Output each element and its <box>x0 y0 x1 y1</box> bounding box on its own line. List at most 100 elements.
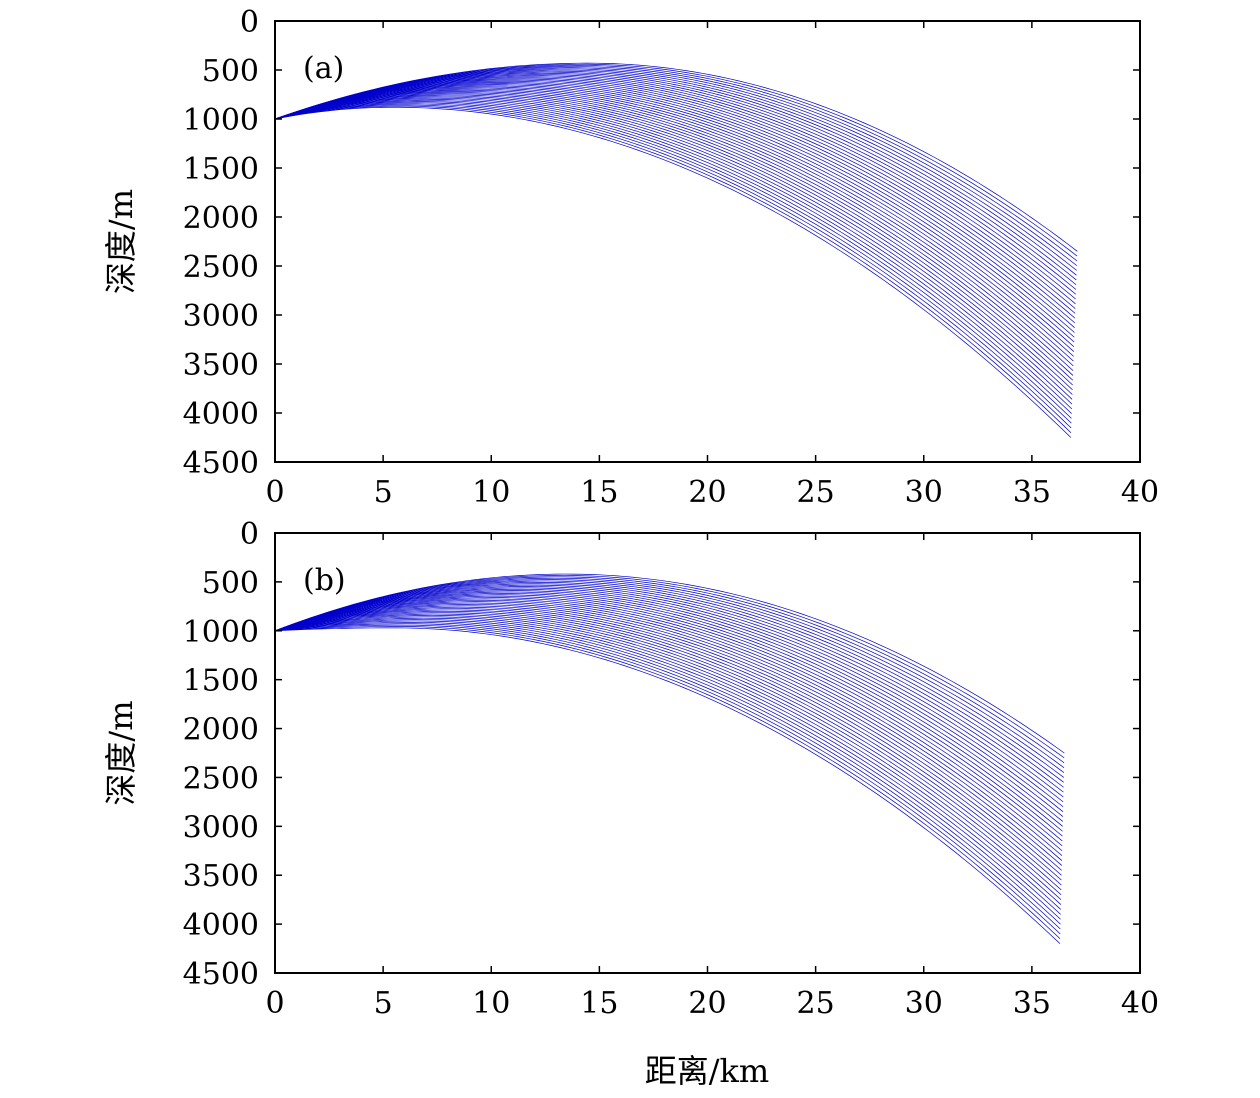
x-tick-label: 30 <box>905 986 943 1021</box>
ray-path <box>274 74 1076 300</box>
ray-path <box>274 91 1074 371</box>
y-axis-title-b: 深度/m <box>102 700 140 805</box>
ray-path <box>274 619 1061 915</box>
y-tick-label: 4000 <box>183 908 259 943</box>
y-tick-label: 2000 <box>183 201 259 236</box>
ray-path <box>274 605 1062 866</box>
ray-path <box>274 598 1063 842</box>
ray-path <box>274 615 1062 900</box>
ray-path <box>274 100 1073 410</box>
panel-label-b: (b) <box>303 563 346 598</box>
ray-path <box>274 101 1072 414</box>
y-axis-title-a: 深度/m <box>102 189 140 294</box>
y-tick-label: 1000 <box>183 615 259 650</box>
ray-path <box>274 608 1062 876</box>
ray-path <box>274 89 1074 367</box>
ray-path <box>274 627 1061 944</box>
ray-path <box>274 616 1062 905</box>
y-tick-label: 3500 <box>183 348 259 383</box>
ray-path <box>274 86 1075 352</box>
y-tick-label: 1500 <box>183 152 259 187</box>
ray-path <box>274 590 1064 812</box>
ray-path <box>274 102 1072 419</box>
y-tick-label: 0 <box>240 517 259 552</box>
ray-path <box>274 77 1076 314</box>
ray-path <box>274 106 1072 438</box>
x-tick-label: 40 <box>1121 986 1159 1021</box>
ray-path <box>274 580 1064 778</box>
ray-path <box>274 575 1065 759</box>
ray-fan-a <box>274 62 1078 438</box>
x-tick-label: 40 <box>1121 475 1159 510</box>
x-tick-label: 15 <box>580 986 618 1021</box>
ray-path <box>274 88 1074 362</box>
y-tick-label: 1500 <box>183 664 259 699</box>
ray-path <box>274 79 1076 324</box>
x-tick-label: 30 <box>905 475 943 510</box>
ray-path <box>274 67 1077 271</box>
ray-path <box>274 97 1073 400</box>
x-axis-title-b: 距离/km <box>645 1052 770 1090</box>
ray-path <box>274 624 1061 935</box>
y-tick-label: 3000 <box>183 299 259 334</box>
ray-path <box>274 601 1063 852</box>
ray-path <box>274 588 1064 808</box>
y-tick-label: 2500 <box>183 761 259 796</box>
ray-path <box>274 621 1061 925</box>
ray-path <box>274 82 1075 333</box>
x-tick-label: 25 <box>797 986 835 1021</box>
ray-path <box>274 84 1075 343</box>
ray-path <box>274 584 1064 793</box>
x-tick-label: 5 <box>374 475 393 510</box>
ray-path <box>274 591 1064 817</box>
ray-path <box>274 617 1061 910</box>
x-tick-label: 35 <box>1013 475 1051 510</box>
ray-path <box>274 95 1073 391</box>
ray-path <box>274 93 1074 381</box>
y-tick-label: 3500 <box>183 859 259 894</box>
x-tick-label: 10 <box>472 475 510 510</box>
y-tick-label: 500 <box>202 54 259 89</box>
y-tick-label: 4500 <box>183 957 259 992</box>
chart-panel-a: 0 5 10 15 20 25 30 35 40 0 500 1000 1500 2000 2500 3000… <box>102 5 1159 510</box>
ray-path <box>274 76 1076 309</box>
ray-path <box>274 75 1076 305</box>
x-tick-label: 5 <box>374 986 393 1021</box>
ray-path <box>274 87 1074 357</box>
ray-path <box>274 103 1072 424</box>
y-tick-label: 2000 <box>183 713 259 748</box>
ticks-a: 0 5 10 15 20 25 30 35 40 0 500 1000 1500 2000 2500 3000… <box>183 5 1159 510</box>
ray-path <box>274 583 1064 788</box>
x-tick-label: 20 <box>688 986 726 1021</box>
ray-path <box>274 92 1074 376</box>
x-tick-label: 20 <box>688 475 726 510</box>
y-tick-label: 3000 <box>183 810 259 845</box>
ray-path <box>274 587 1064 803</box>
ray-path <box>274 597 1063 837</box>
ray-path <box>274 85 1075 348</box>
ray-path <box>274 595 1063 832</box>
ray-path <box>274 604 1063 861</box>
y-tick-label: 4500 <box>183 446 259 481</box>
y-tick-label: 0 <box>240 5 259 40</box>
ray-path <box>274 626 1061 940</box>
ray-path <box>274 586 1064 798</box>
ray-path <box>274 612 1062 891</box>
ray-path <box>274 610 1062 886</box>
x-tick-label: 10 <box>472 986 510 1021</box>
ray-path <box>274 96 1073 395</box>
chart-panel-b: 0 5 10 15 20 25 30 35 40 0 500 1000 1500 2000 2500 3000… <box>102 517 1159 1090</box>
y-tick-label: 2500 <box>183 250 259 285</box>
ray-path <box>274 602 1063 856</box>
ray-path <box>274 94 1073 386</box>
x-tick-label: 35 <box>1013 986 1051 1021</box>
ray-path <box>274 599 1063 847</box>
ray-path <box>274 72 1077 295</box>
ray-path <box>274 71 1077 290</box>
ray-path <box>274 69 1077 281</box>
ray-path <box>274 98 1073 405</box>
ray-path <box>274 68 1077 276</box>
ray-path <box>274 70 1077 285</box>
ray-path <box>274 80 1075 328</box>
